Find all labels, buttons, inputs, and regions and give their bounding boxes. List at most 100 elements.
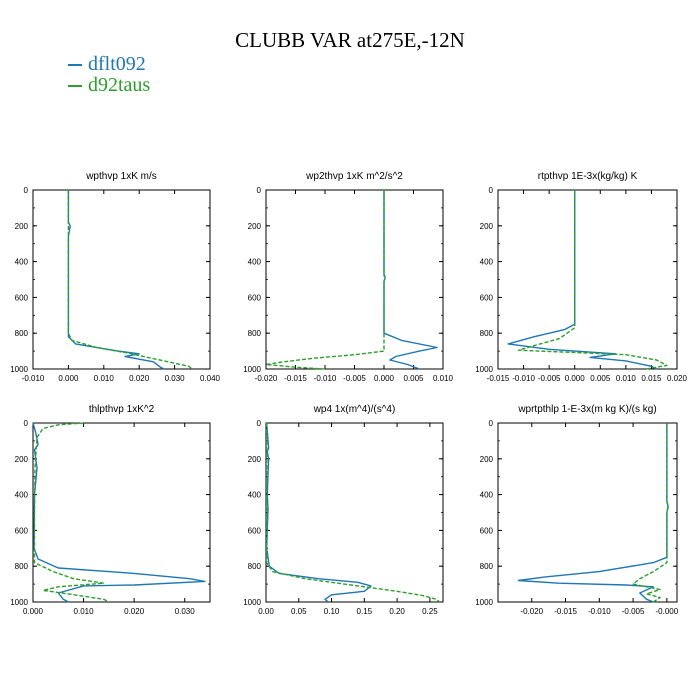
x-tick-label: 0.005 [590,374,611,383]
y-tick-label: 1000 [243,598,261,607]
y-tick-label: 800 [480,562,494,571]
legend-item-dflt092: dflt092 [68,53,146,75]
legend-item-d92taus: d92taus [68,74,150,96]
x-tick-label: -0.015 [487,374,510,383]
x-tick-label: -0.010 [22,374,45,383]
x-tick-label: 0.000 [23,607,44,616]
x-tick-label: 0.20 [389,607,405,616]
legend-label: dflt092 [88,53,146,75]
y-tick-label: 600 [248,293,262,302]
x-tick-label: -0.015 [284,374,307,383]
x-tick-label: 0.040 [200,374,221,383]
chart-panel: wp2thvp 1xK m^2/s^202004006008001000-0.0… [243,171,453,383]
y-tick-label: 200 [248,455,262,464]
panel-title: wpthvp 1xK m/s [85,171,157,182]
plot-frame [32,422,211,603]
x-tick-label: -0.020 [255,374,278,383]
y-tick-label: 600 [15,526,29,535]
y-tick-label: 800 [248,562,262,571]
series-line-d92taus [33,422,110,603]
x-tick-label: 0.005 [403,374,424,383]
x-tick-label: 0.020 [124,607,145,616]
y-tick-label: 1000 [475,598,493,607]
series-line-dflt092 [383,190,438,370]
x-tick-label: 0.000 [565,374,586,383]
y-tick-label: 800 [15,329,29,338]
y-tick-label: 800 [248,329,262,338]
y-tick-label: 200 [248,222,262,231]
x-tick-label: -0.005 [343,374,366,383]
figure-title: CLUBB VAR at275E,-12N [235,28,465,52]
legend-swatch [68,64,82,67]
legend-swatch [68,85,82,88]
plot-frame [497,189,678,370]
y-tick-label: 0 [24,419,29,428]
y-tick-label: 0 [257,186,262,195]
x-tick-label: 0.010 [94,374,115,383]
series-line-d92taus [517,190,668,370]
y-tick-label: 1000 [475,365,493,374]
x-tick-label: 0.010 [74,607,95,616]
panel-title: rtpthvp 1E-3x(kg/kg) K [538,171,638,182]
x-tick-label: 0.010 [433,374,454,383]
y-tick-label: 800 [480,329,494,338]
y-tick-label: 0 [24,186,29,195]
y-tick-label: 400 [248,258,262,267]
x-tick-label: 0.020 [667,374,688,383]
series-line-d92taus [67,190,193,370]
y-tick-label: 200 [15,222,29,231]
series-line-dflt092 [266,422,372,603]
panel-title: wp4 1x(m^4)/(s^4) [313,404,396,415]
y-tick-label: 400 [248,491,262,500]
plot-frame [32,189,211,370]
x-tick-label: 0.030 [175,607,196,616]
x-tick-label: 0.000 [374,374,395,383]
series-line-d92taus [266,423,441,603]
series-line-d92taus [632,423,669,603]
x-tick-label: 0.030 [165,374,186,383]
chart-panel: rtpthvp 1E-3x(kg/kg) K02004006008001000-… [475,171,687,383]
y-tick-label: 400 [15,491,29,500]
x-tick-label: -0.015 [554,607,577,616]
y-tick-label: 800 [15,562,29,571]
panel-title: wprtpthlp 1-E-3x(m kg K)/(s kg) [517,404,656,415]
plot-frame [265,189,444,370]
x-tick-label: 0.10 [324,607,340,616]
legend-label: d92taus [88,74,151,96]
x-tick-label: -0.020 [520,607,543,616]
panel-title: thlpthvp 1xK^2 [89,404,155,415]
series-line-dflt092 [507,190,657,370]
x-tick-label: -0.010 [588,607,611,616]
x-tick-label: 0.05 [291,607,307,616]
x-tick-label: -0.005 [538,374,561,383]
chart-panel: wprtpthlp 1-E-3x(m kg K)/(s kg) 0 200 400 60… [475,404,679,616]
y-tick-label: 400 [15,258,29,267]
plot-frame [497,422,678,603]
y-tick-label: 0 [489,186,494,195]
x-tick-label: 0.25 [422,607,438,616]
y-tick-label: 1000 [10,365,28,374]
y-tick-label: 200 [15,455,29,464]
y-tick-label: 600 [480,293,494,302]
x-tick-label: -0.010 [512,374,535,383]
x-tick-label: -0.000 [656,607,679,616]
y-tick-label: 400 [480,491,494,500]
series-line-d92taus [265,190,386,370]
y-tick-label: 600 [15,293,29,302]
y-tick-label: 200 [480,222,494,231]
y-tick-label: 200 [480,455,494,464]
y-tick-label: 0 [489,419,494,428]
y-tick-label: 600 [480,526,494,535]
x-tick-label: 0.00 [258,607,274,616]
x-tick-label: -0.010 [314,374,337,383]
panel-title: wp2thvp 1xK m^2/s^2 [305,171,403,182]
y-tick-label: 0 [257,419,262,428]
x-tick-label: 0.15 [357,607,373,616]
x-tick-label: -0.005 [622,607,645,616]
x-tick-label: 0.000 [58,374,79,383]
y-tick-label: 1000 [10,598,28,607]
series-line-dflt092 [32,422,206,603]
y-tick-label: 600 [248,526,262,535]
